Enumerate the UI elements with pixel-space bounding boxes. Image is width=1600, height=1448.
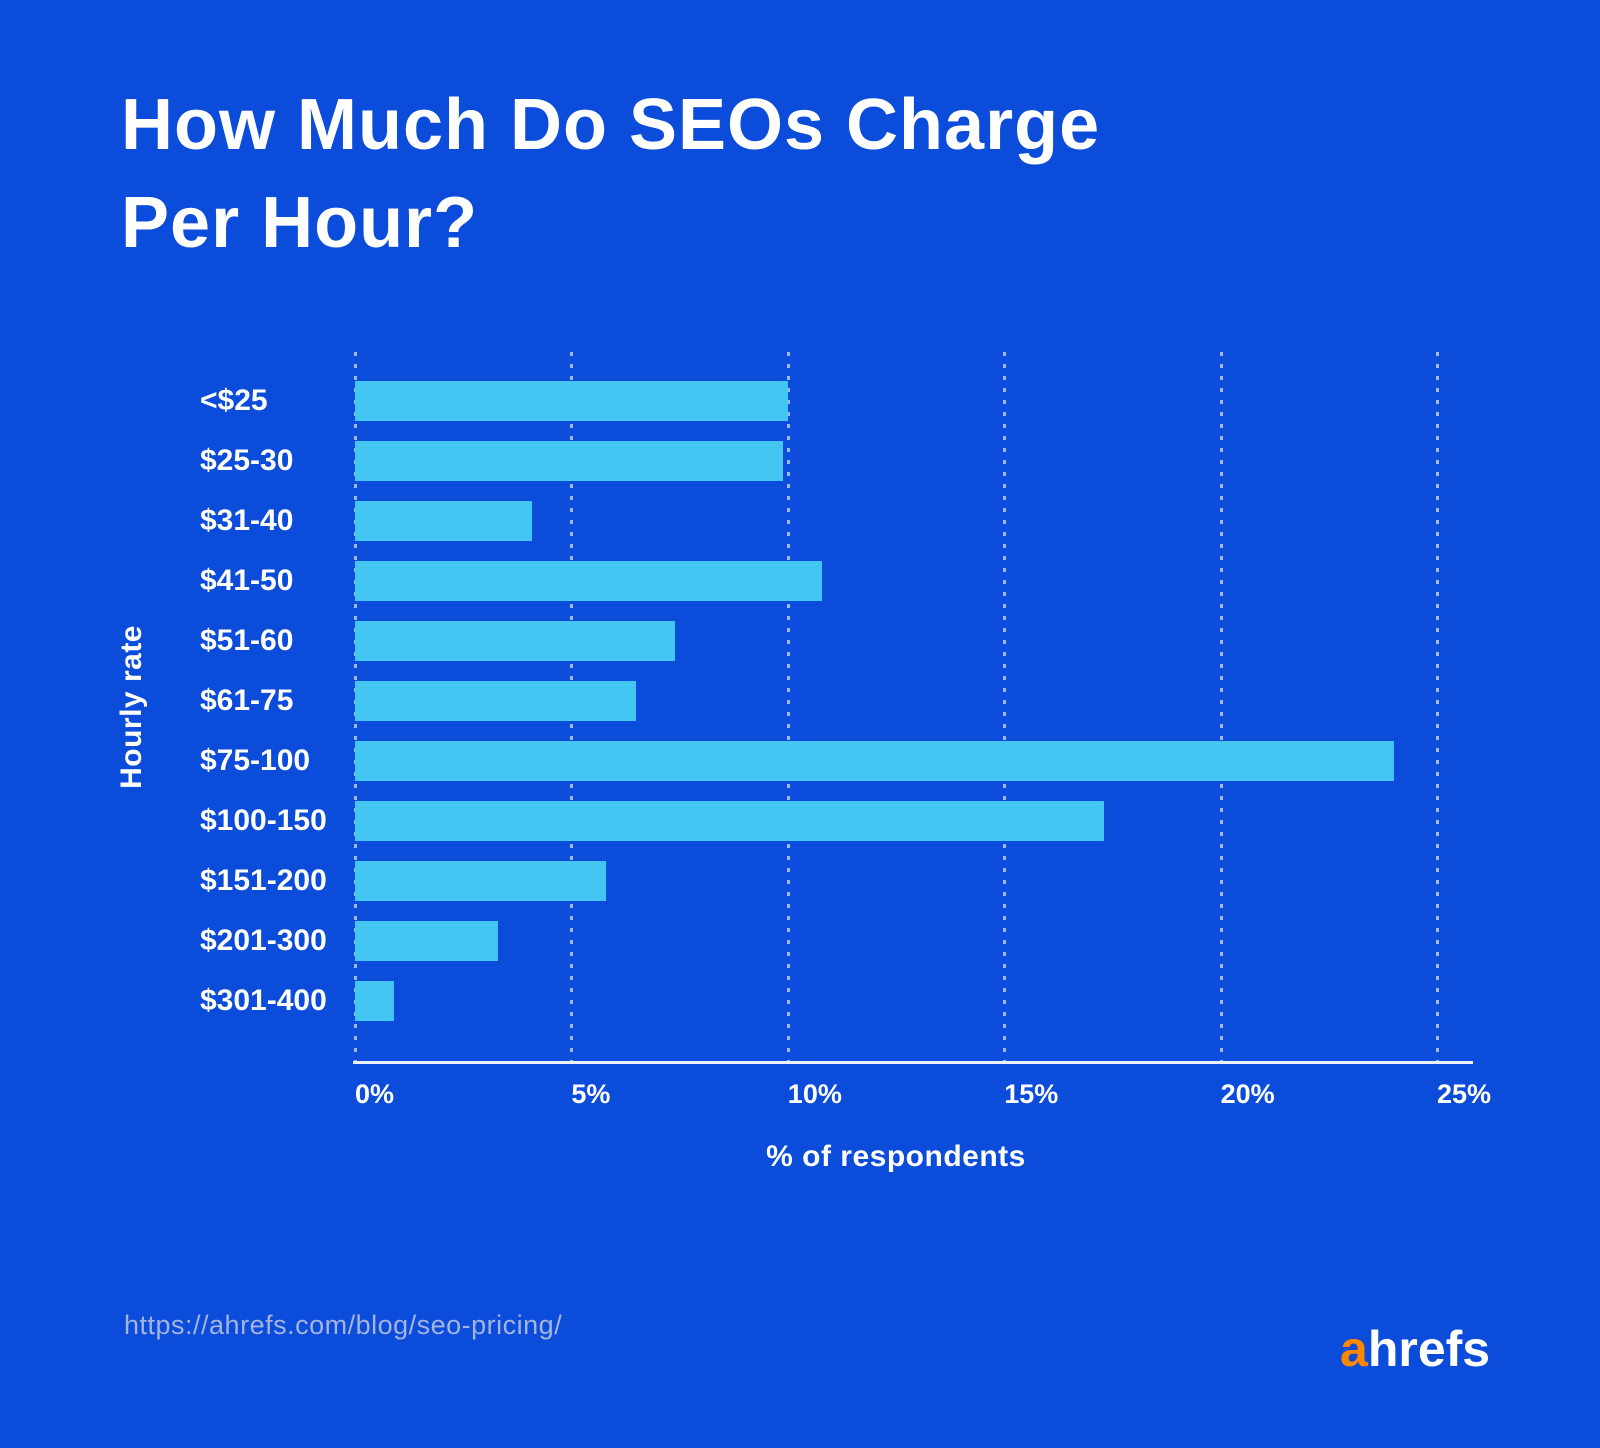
bar (355, 381, 788, 421)
plot-area: 0% 5% 10% 15% 20% 25% <$25 $25-30 $31-40 $41-50 $5… (200, 352, 1491, 1109)
bar (355, 981, 394, 1021)
bar (355, 921, 498, 961)
ahrefs-logo: ahrefs (1340, 1320, 1490, 1378)
ahrefs-logo-accent: a (1340, 1321, 1368, 1377)
category-label: $100-150 (200, 804, 327, 837)
bar (355, 801, 1104, 841)
source-url: https://ahrefs.com/blog/seo-pricing/ (124, 1310, 563, 1340)
bar (355, 501, 533, 541)
x-tick-label-20%: 20% (1220, 1079, 1275, 1109)
category-label: $201-300 (200, 924, 327, 957)
chart-title: How Much Do SEOs Charge Per Hour? (121, 76, 1100, 272)
x-tick-label-25%: 25% (1437, 1079, 1492, 1109)
gridline-25% (1436, 352, 1439, 1061)
bar (355, 861, 607, 901)
category-label: $41-50 (200, 564, 294, 597)
ahrefs-logo-text: hrefs (1367, 1321, 1491, 1377)
x-tick-label-15%: 15% (1004, 1079, 1059, 1109)
category-label: $301-400 (200, 984, 327, 1017)
y-axis-title: Hourly rate (102, 352, 162, 1061)
category-label: $25-30 (200, 444, 294, 477)
x-tick-label-10%: 10% (787, 1079, 842, 1109)
category-label: <$25 (200, 384, 268, 417)
category-label: $51-60 (200, 624, 294, 657)
bar (355, 681, 637, 721)
x-axis-title: % of respondents (766, 1140, 1026, 1173)
category-label: $75-100 (200, 744, 311, 777)
chart-title-line2: Per Hour? (121, 183, 479, 263)
gridline-10% (786, 352, 790, 1061)
x-tick-label-0%: 0% (355, 1079, 395, 1109)
bar (355, 441, 784, 481)
gridline-20% (1219, 352, 1223, 1061)
bar (355, 621, 676, 661)
category-label: $151-200 (200, 864, 327, 897)
category-label: $61-75 (200, 684, 294, 717)
bar (355, 561, 823, 601)
y-axis-title-text: Hourly rate (115, 624, 148, 789)
category-label: $31-40 (200, 504, 294, 537)
gridline-15% (1003, 352, 1007, 1061)
x-axis-line (353, 1061, 1473, 1064)
chart-title-line1: How Much Do SEOs Charge (121, 85, 1101, 165)
x-tick-label-5%: 5% (571, 1079, 611, 1109)
bar (355, 741, 1394, 781)
